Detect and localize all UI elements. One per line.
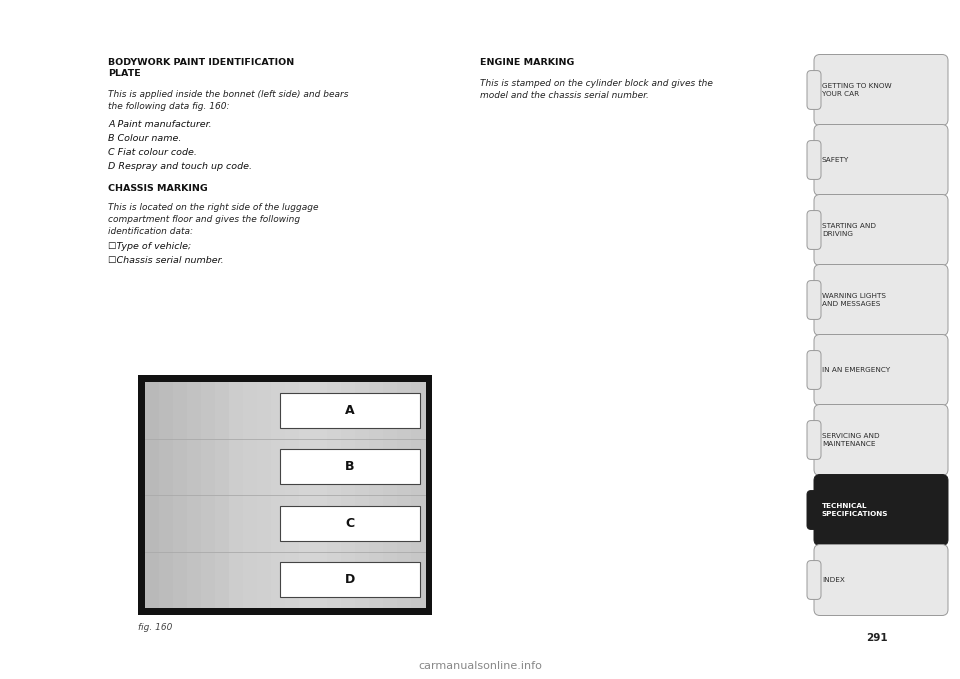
Bar: [243, 382, 257, 608]
Bar: [229, 382, 244, 608]
Text: SERVICING AND
MAINTENANCE: SERVICING AND MAINTENANCE: [822, 433, 879, 447]
Text: IN AN EMERGENCY: IN AN EMERGENCY: [822, 367, 890, 373]
Bar: [187, 382, 202, 608]
FancyBboxPatch shape: [807, 490, 821, 530]
Text: ☐Type of vehicle;: ☐Type of vehicle;: [108, 242, 191, 251]
Text: 291: 291: [866, 633, 888, 643]
Text: B Colour name.: B Colour name.: [108, 134, 181, 143]
Text: This is applied inside the bonnet (left side) and bears
the following data fig. : This is applied inside the bonnet (left …: [108, 90, 348, 111]
FancyBboxPatch shape: [807, 561, 821, 600]
Bar: [173, 382, 187, 608]
Text: ☐Chassis serial number.: ☐Chassis serial number.: [108, 256, 224, 265]
Text: BODYWORK PAINT IDENTIFICATION
PLATE: BODYWORK PAINT IDENTIFICATION PLATE: [108, 58, 295, 79]
Text: D: D: [345, 573, 355, 586]
FancyBboxPatch shape: [814, 405, 948, 475]
FancyBboxPatch shape: [807, 210, 821, 249]
Text: A: A: [346, 404, 355, 417]
Text: GETTING TO KNOW
YOUR CAR: GETTING TO KNOW YOUR CAR: [822, 84, 892, 96]
Text: A Paint manufacturer.: A Paint manufacturer.: [108, 120, 211, 129]
Text: SAFETY: SAFETY: [822, 157, 850, 163]
Bar: [271, 382, 285, 608]
Text: This is stamped on the cylinder block and gives the
model and the chassis serial: This is stamped on the cylinder block an…: [480, 79, 713, 100]
Bar: [285, 382, 300, 608]
Bar: [201, 382, 215, 608]
FancyBboxPatch shape: [807, 420, 821, 460]
Bar: [299, 382, 314, 608]
Bar: [313, 382, 327, 608]
Text: WARNING LIGHTS
AND MESSAGES: WARNING LIGHTS AND MESSAGES: [822, 293, 886, 306]
Text: C: C: [346, 517, 354, 530]
Bar: [383, 382, 397, 608]
Text: CHASSIS MARKING: CHASSIS MARKING: [108, 184, 207, 193]
FancyBboxPatch shape: [814, 475, 948, 545]
Bar: [397, 382, 412, 608]
Text: TECHNICAL
SPECIFICATIONS: TECHNICAL SPECIFICATIONS: [822, 504, 889, 517]
Text: D Respray and touch up code.: D Respray and touch up code.: [108, 162, 252, 171]
Bar: [369, 382, 383, 608]
Text: C Fiat colour code.: C Fiat colour code.: [108, 148, 197, 157]
Bar: [280, 449, 420, 484]
Bar: [257, 382, 272, 608]
FancyBboxPatch shape: [814, 545, 948, 615]
FancyBboxPatch shape: [814, 335, 948, 405]
FancyBboxPatch shape: [814, 194, 948, 265]
FancyBboxPatch shape: [807, 71, 821, 109]
Bar: [215, 382, 229, 608]
Bar: [280, 392, 420, 428]
FancyBboxPatch shape: [814, 124, 948, 196]
Bar: [280, 562, 420, 598]
Text: This is located on the right side of the luggage
compartment floor and gives the: This is located on the right side of the…: [108, 203, 319, 236]
Text: ENGINE MARKING: ENGINE MARKING: [480, 58, 574, 67]
Bar: [138, 375, 432, 615]
FancyBboxPatch shape: [814, 265, 948, 335]
Text: INDEX: INDEX: [822, 577, 845, 583]
Text: B: B: [346, 460, 355, 473]
Bar: [355, 382, 370, 608]
FancyBboxPatch shape: [807, 280, 821, 319]
Bar: [280, 506, 420, 540]
Bar: [145, 382, 159, 608]
Bar: [327, 382, 342, 608]
FancyBboxPatch shape: [807, 141, 821, 179]
Bar: [341, 382, 355, 608]
Bar: [411, 382, 425, 608]
Text: carmanualsonline.info: carmanualsonline.info: [418, 661, 542, 671]
FancyBboxPatch shape: [807, 350, 821, 390]
FancyBboxPatch shape: [814, 54, 948, 126]
Bar: [159, 382, 174, 608]
Text: STARTING AND
DRIVING: STARTING AND DRIVING: [822, 223, 876, 236]
Text: fig. 160: fig. 160: [138, 623, 173, 632]
